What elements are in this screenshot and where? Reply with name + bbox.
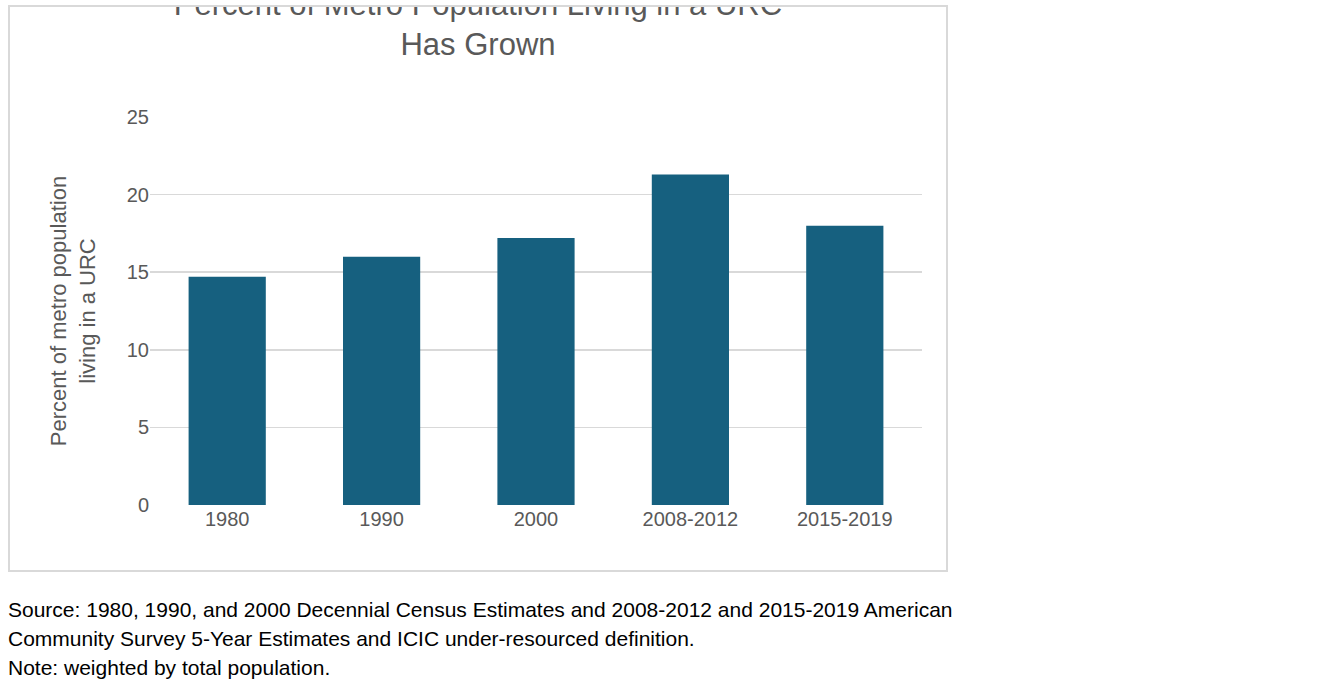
svg-text:Percent of Metro Population Li: Percent of Metro Population Living in a …: [174, 7, 782, 62]
svg-text:2000: 2000: [514, 508, 559, 530]
svg-text:1980: 1980: [205, 508, 250, 530]
svg-text:1990: 1990: [359, 508, 404, 530]
svg-text:25: 25: [127, 106, 149, 128]
svg-text:2008-2012: 2008-2012: [643, 508, 739, 530]
svg-text:2015-2019: 2015-2019: [797, 508, 893, 530]
html-text:Note: weighted by total popula: Note: weighted by total population.: [8, 656, 331, 679]
svg-text:5: 5: [138, 416, 149, 438]
svg-text:0: 0: [138, 494, 149, 516]
html-text:Source: 1980, 1990, and 2000 D: Source: 1980, 1990, and 2000 Decennial C…: [8, 598, 953, 621]
svg-text:Percent of metro populationliv: Percent of metro populationliving in a U…: [46, 176, 100, 446]
svg-text:15: 15: [127, 261, 149, 283]
html-text:Community Survey 5-Year Estima: Community Survey 5-Year Estimates and IC…: [8, 627, 695, 650]
svg-text:20: 20: [127, 184, 149, 206]
svg-text:10: 10: [127, 339, 149, 361]
